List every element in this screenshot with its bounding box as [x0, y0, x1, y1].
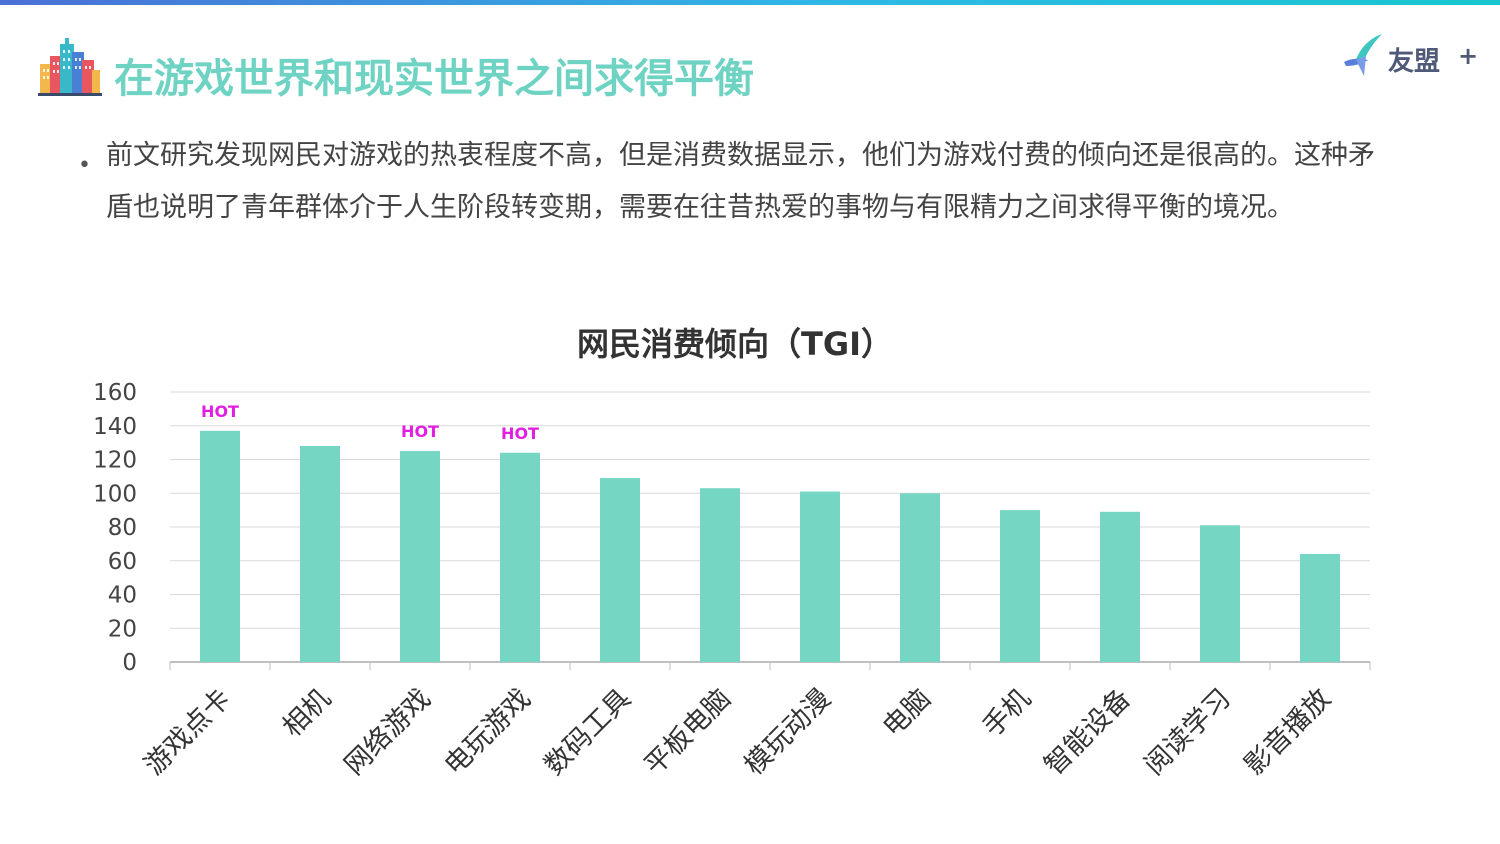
bar	[700, 488, 740, 662]
x-category-label: 模玩动漫	[739, 683, 837, 781]
x-category-label: 智能设备	[1039, 683, 1137, 781]
bar	[1100, 511, 1140, 662]
bar	[500, 452, 540, 662]
y-tick-label: 120	[93, 448, 137, 474]
y-tick-label: 60	[108, 549, 137, 575]
y-tick-label: 40	[108, 583, 137, 609]
tgi-bar-chart: 网民消费倾向（TGI） 0 20 40 60 80 100 120 140 160 HOT 游戏点卡相…	[93, 325, 1371, 781]
city-buildings-icon	[38, 38, 102, 96]
x-category-label: 阅读学习	[1139, 683, 1237, 781]
bar	[800, 491, 840, 662]
x-category-label: 数码工具	[539, 683, 637, 781]
y-tick-label: 100	[93, 481, 137, 507]
hot-label: HOT	[501, 424, 539, 443]
swift-bird-icon	[1344, 34, 1382, 76]
bullet-marker: •	[78, 153, 91, 178]
x-category-label: 相机	[277, 683, 337, 743]
chart-title: 网民消费倾向（TGI）	[577, 325, 893, 363]
bar	[200, 430, 240, 662]
bar	[1300, 554, 1340, 662]
y-tick-label: 80	[108, 515, 137, 541]
y-tick-label: 140	[93, 414, 137, 440]
x-category-label: 游戏点卡	[139, 683, 237, 781]
bar	[900, 493, 940, 662]
top-accent-bar	[0, 0, 1500, 5]
y-tick-label: 0	[122, 650, 137, 676]
brand-plus: +	[1458, 42, 1479, 70]
bar	[1200, 525, 1240, 662]
bar	[600, 478, 640, 662]
intro-paragraph: 前文研究发现网民对游戏的热衷程度不高，但是消费数据显示，他们为游戏付费的倾向还是…	[106, 140, 1375, 223]
bar	[400, 451, 440, 662]
x-category-label: 平板电脑	[639, 683, 737, 781]
bar	[1000, 510, 1040, 662]
x-category-label: 影音播放	[1239, 683, 1337, 781]
x-category-label: 电脑	[877, 683, 937, 743]
hot-label: HOT	[201, 402, 239, 421]
brand-logo: 友盟 +	[1342, 32, 1482, 82]
page-title: 在游戏世界和现实世界之间求得平衡	[114, 56, 754, 102]
brand-name: 友盟	[1388, 47, 1441, 77]
bar	[300, 446, 340, 662]
hot-label: HOT	[401, 422, 439, 441]
x-category-label: 手机	[977, 683, 1037, 743]
y-tick-label: 20	[108, 616, 137, 642]
x-category-label: 网络游戏	[339, 683, 437, 781]
x-category-label: 电玩游戏	[439, 683, 537, 781]
y-tick-label: 160	[93, 380, 137, 406]
